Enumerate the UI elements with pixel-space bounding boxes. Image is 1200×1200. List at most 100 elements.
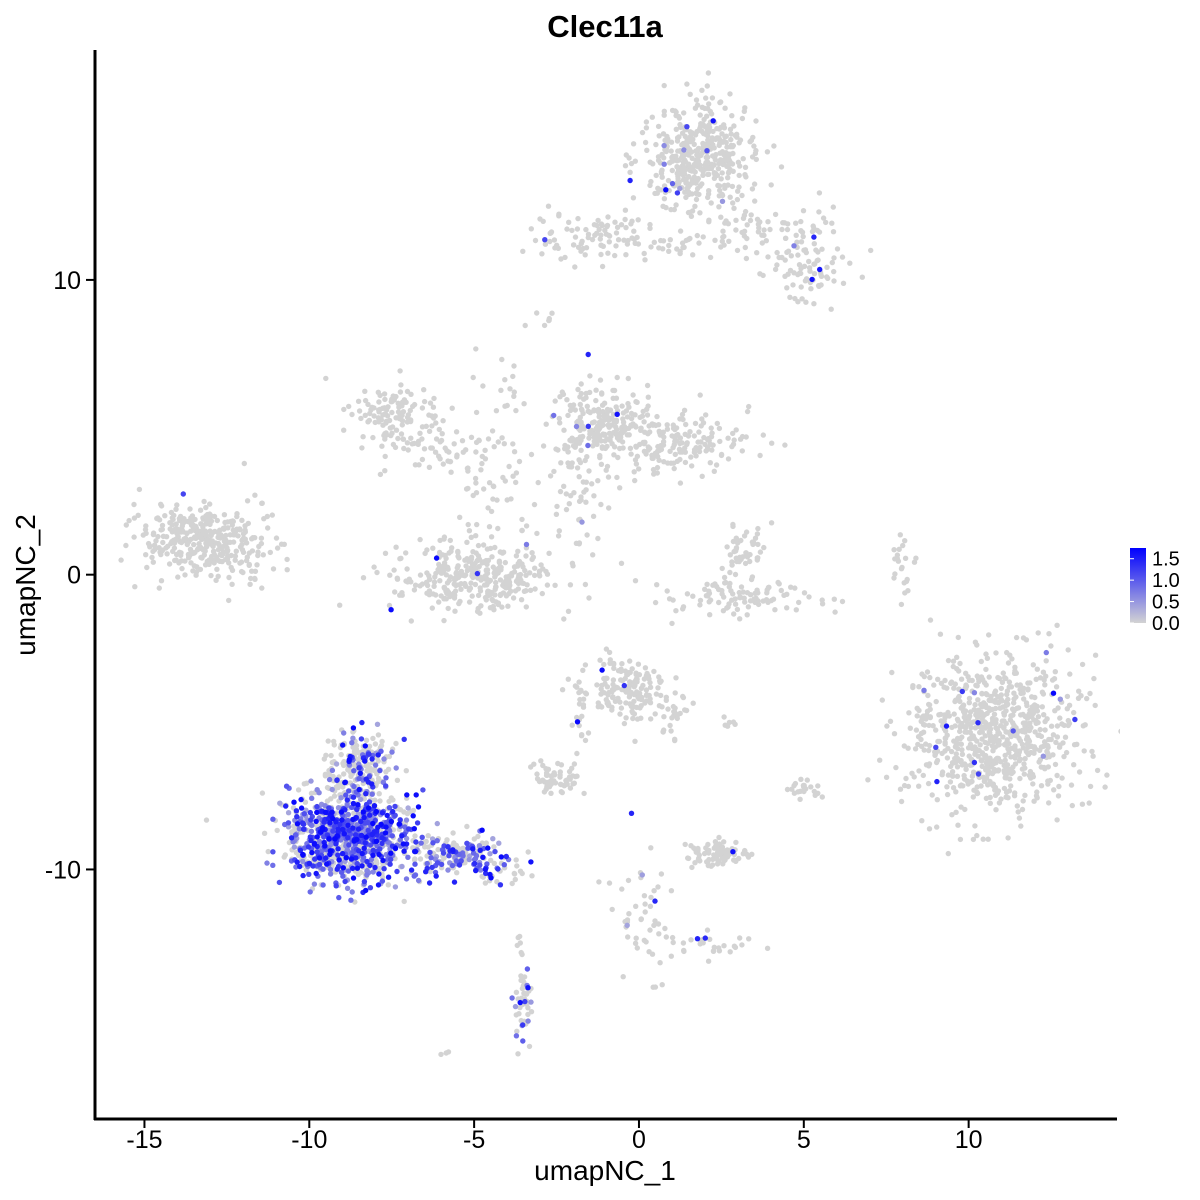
data-point (438, 570, 445, 576)
data-point (376, 851, 382, 858)
data-point (606, 233, 613, 239)
data-point (681, 110, 687, 116)
data-point (314, 809, 320, 816)
data-point (701, 850, 708, 857)
data-point (589, 236, 596, 243)
data-point (1055, 793, 1062, 799)
data-point (978, 783, 984, 789)
data-point (647, 159, 653, 165)
data-point (1021, 771, 1027, 777)
data-point (825, 275, 831, 281)
data-point (448, 469, 454, 475)
data-point (604, 406, 611, 413)
data-point (977, 729, 983, 736)
data-point (335, 826, 341, 832)
data-point (713, 462, 720, 468)
data-point (567, 582, 574, 588)
data-point (628, 451, 634, 457)
data-point (237, 526, 243, 532)
data-point (328, 796, 334, 802)
data-point (302, 799, 309, 805)
data-point (625, 877, 632, 884)
data-point (519, 527, 525, 534)
data-point (737, 163, 743, 169)
data-point (346, 757, 352, 763)
data-point (235, 533, 241, 539)
data-point (397, 389, 404, 395)
data-point (547, 473, 554, 479)
data-point (991, 766, 998, 773)
data-point (504, 497, 510, 503)
data-point (147, 544, 153, 550)
data-point (711, 852, 717, 858)
data-point (902, 590, 908, 596)
data-point (719, 131, 725, 137)
data-point (927, 714, 933, 721)
data-point (482, 447, 488, 453)
data-point (813, 247, 819, 253)
data-point (1044, 748, 1050, 754)
data-point (320, 866, 326, 872)
data-point (718, 214, 724, 220)
data-point (995, 788, 1002, 794)
data-point (809, 276, 815, 283)
data-point (619, 403, 625, 409)
data-point (363, 887, 369, 894)
data-point (490, 836, 496, 842)
data-point (602, 438, 608, 444)
data-point (510, 473, 516, 479)
data-point (575, 386, 581, 393)
data-point (679, 449, 685, 455)
data-point (700, 172, 706, 178)
data-point (576, 541, 582, 547)
data-point (353, 855, 359, 861)
data-point (462, 573, 468, 579)
data-point (959, 688, 965, 695)
data-point (341, 427, 347, 433)
data-point (559, 687, 566, 693)
data-point (1031, 798, 1037, 804)
data-point (395, 435, 401, 442)
data-point (513, 407, 519, 414)
data-point (634, 945, 640, 951)
data-point (683, 707, 690, 714)
data-point (1094, 767, 1101, 774)
data-point (478, 603, 484, 609)
data-point (525, 985, 531, 991)
data-point (232, 557, 238, 563)
data-point (819, 794, 825, 800)
data-point (472, 860, 478, 867)
data-point (721, 122, 727, 128)
data-point (520, 564, 526, 570)
data-point (300, 851, 306, 858)
data-point (399, 592, 405, 598)
data-point (326, 771, 333, 778)
data-point (430, 545, 436, 551)
data-point (306, 860, 313, 867)
data-point (491, 860, 497, 867)
data-point (966, 677, 972, 683)
data-point (670, 460, 677, 466)
data-point (451, 581, 457, 587)
data-point (632, 477, 638, 484)
data-point (368, 856, 375, 863)
data-point (514, 577, 520, 584)
data-point (655, 422, 662, 428)
data-point (782, 442, 788, 448)
data-point (359, 719, 365, 726)
data-point (651, 239, 657, 245)
data-point (812, 792, 818, 798)
data-point (499, 356, 505, 363)
data-point (642, 257, 648, 263)
data-point (423, 423, 429, 429)
data-point (603, 646, 610, 652)
data-point (383, 783, 389, 789)
data-point (631, 704, 637, 710)
data-point (265, 525, 271, 531)
data-point (363, 791, 369, 797)
data-point (707, 460, 713, 466)
data-point (1072, 716, 1078, 723)
data-point (489, 428, 496, 434)
data-point (432, 413, 438, 419)
data-point (581, 790, 587, 797)
